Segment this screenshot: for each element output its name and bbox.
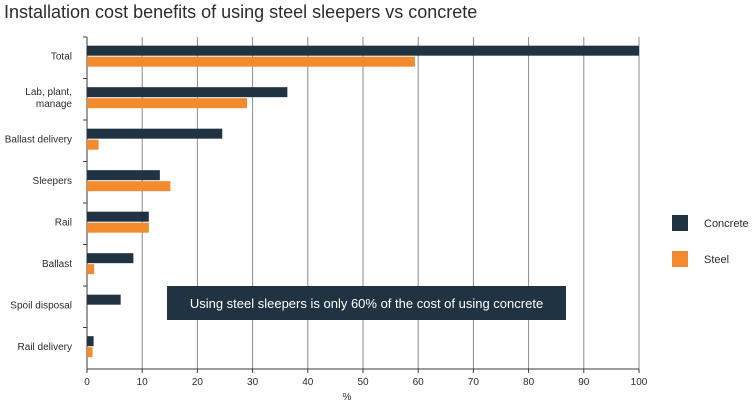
bar-concrete <box>87 45 639 56</box>
bar-concrete <box>87 87 288 98</box>
x-tick-label: 60 <box>413 377 425 388</box>
legend-label-steel: Steel <box>704 254 729 266</box>
category-label: Ballast delivery <box>5 135 72 146</box>
x-tick-label: 80 <box>523 377 535 388</box>
x-tick-label: 0 <box>84 377 90 388</box>
bar-concrete <box>87 211 149 222</box>
bar-steel <box>87 56 415 67</box>
x-tick-label: 10 <box>137 377 149 388</box>
x-tick-label: 20 <box>192 377 204 388</box>
x-tick-label: 40 <box>302 377 314 388</box>
category-label: Spoil disposal <box>10 301 72 312</box>
category-label: Lab, plant, <box>25 87 72 98</box>
bar-steel <box>87 139 99 150</box>
legend-label-concrete: Concrete <box>704 218 749 230</box>
bar-concrete <box>87 294 121 305</box>
chart-annotation: Using steel sleepers is only 60% of the … <box>167 286 566 320</box>
x-tick-label: 100 <box>631 377 648 388</box>
category-label: Rail <box>55 218 72 229</box>
bar-steel <box>87 181 171 192</box>
x-axis-label: % <box>343 392 352 403</box>
category-label: Sleepers <box>33 176 72 187</box>
x-tick-label: 70 <box>468 377 480 388</box>
legend-swatch-steel <box>672 251 688 267</box>
bar-concrete <box>87 128 223 139</box>
x-tick-label: 50 <box>357 377 369 388</box>
category-label: Rail delivery <box>18 342 72 353</box>
chart-title: Installation cost benefits of using stee… <box>4 2 478 22</box>
bar-steel <box>87 264 95 275</box>
x-tick-label: 30 <box>247 377 259 388</box>
category-label: Ballast <box>42 259 72 270</box>
category-label: manage <box>36 99 73 110</box>
bar-concrete <box>87 253 134 264</box>
bar-concrete <box>87 336 94 347</box>
bar-steel <box>87 222 149 233</box>
bar-steel <box>87 347 93 358</box>
legend-swatch-concrete <box>672 215 688 231</box>
category-label: Total <box>51 52 72 63</box>
bar-concrete <box>87 170 160 181</box>
bar-steel <box>87 98 248 109</box>
x-tick-label: 90 <box>578 377 590 388</box>
